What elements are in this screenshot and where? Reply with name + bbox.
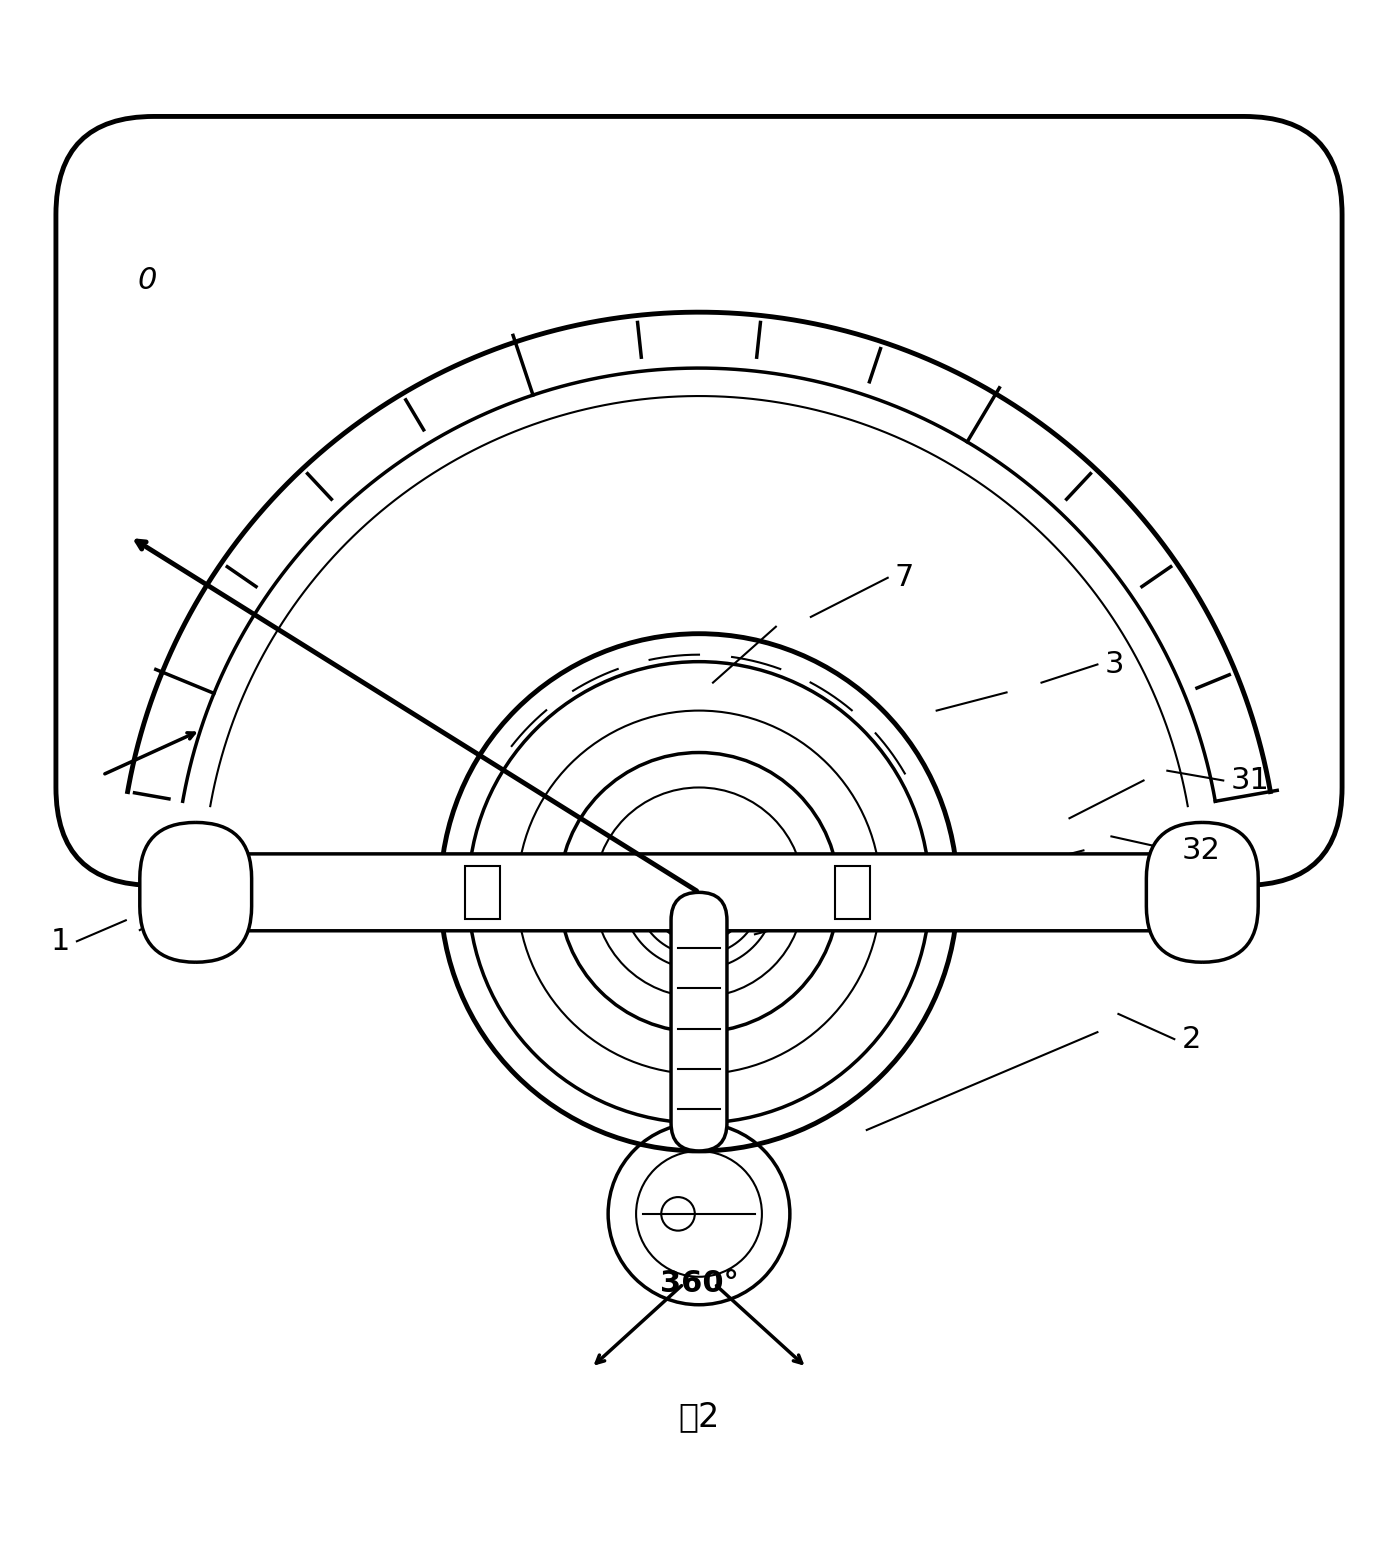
Text: 3: 3 bbox=[1104, 650, 1124, 679]
FancyBboxPatch shape bbox=[196, 854, 1202, 931]
FancyBboxPatch shape bbox=[671, 893, 727, 1151]
Text: 31: 31 bbox=[1230, 766, 1269, 795]
FancyBboxPatch shape bbox=[140, 823, 252, 962]
Text: 7: 7 bbox=[895, 563, 914, 593]
Text: 1: 1 bbox=[50, 927, 70, 956]
FancyBboxPatch shape bbox=[1146, 823, 1258, 962]
Text: 360°: 360° bbox=[660, 1269, 738, 1298]
Text: 图2: 图2 bbox=[678, 1400, 720, 1433]
Text: 32: 32 bbox=[1181, 835, 1220, 865]
Bar bbox=[836, 866, 870, 919]
Text: 0: 0 bbox=[137, 266, 157, 294]
FancyBboxPatch shape bbox=[56, 116, 1342, 885]
Bar bbox=[464, 866, 500, 919]
Text: 2: 2 bbox=[1181, 1024, 1201, 1054]
